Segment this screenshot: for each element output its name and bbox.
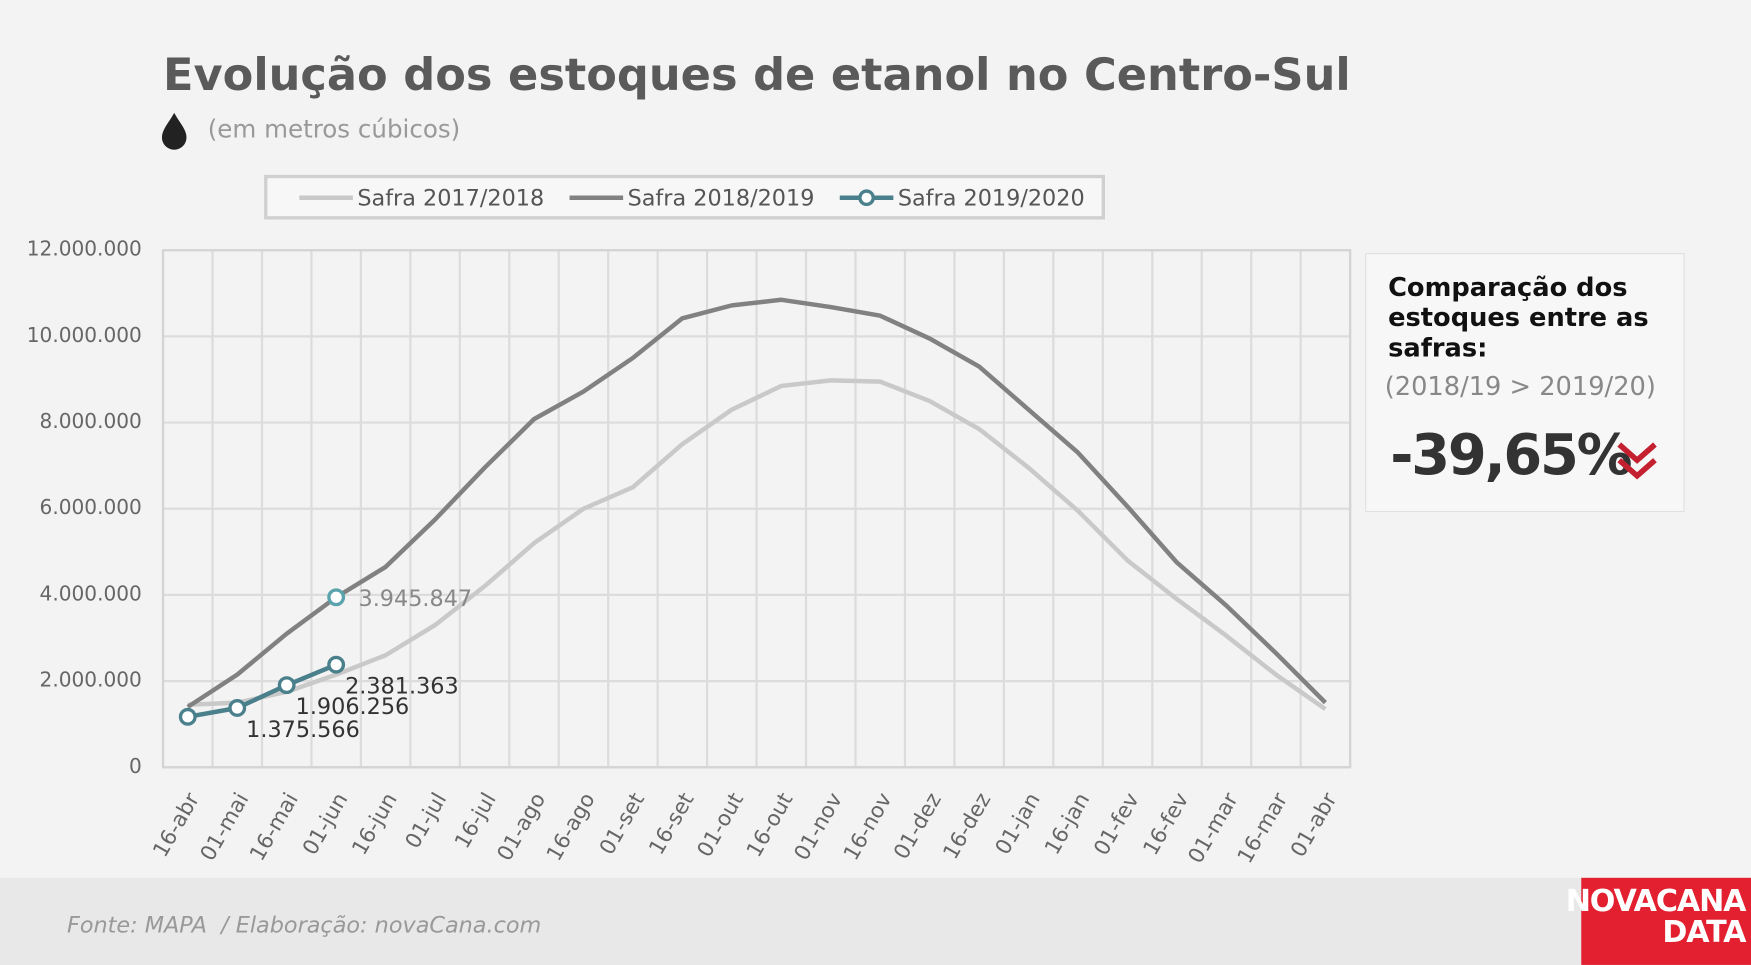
point-marker: [327, 588, 346, 607]
data-label: 2.381.363: [345, 673, 459, 699]
annotation-subtitle: (2018/19 > 2019/20): [1385, 372, 1656, 402]
annotation-title-wrap: Comparação dos estoques entre as safras:: [1388, 273, 1649, 364]
data-label: 1.375.566: [246, 717, 360, 743]
drop-icon: [161, 112, 187, 150]
series-line: [187, 662, 338, 720]
y-tick-label: 4.000.000: [40, 581, 142, 605]
series-line: [187, 378, 1327, 711]
data-label: 1.906.256: [296, 694, 410, 720]
legend-box: [264, 174, 1105, 220]
logo-line: DATA: [1662, 915, 1747, 950]
footer: [0, 877, 1751, 965]
y-tick-label: 10.000.000: [27, 323, 142, 347]
annotation-value: -39,65%: [1390, 423, 1631, 488]
down-arrow: [1617, 442, 1657, 480]
legend-label: Safra 2017/2018: [357, 185, 544, 211]
source: Fonte: MAPA / Elaboração: novaCana.com: [67, 912, 541, 938]
legend-label: Safra 2018/2019: [628, 185, 815, 211]
point-marker: [178, 707, 197, 726]
y-tick-label: 0: [129, 754, 142, 778]
y-tick-label: 6.000.000: [40, 495, 142, 519]
logo-line: NOVACANA: [1566, 884, 1747, 919]
point-marker: [228, 699, 247, 717]
plot-frame: [161, 249, 1352, 769]
point-marker: [327, 655, 346, 674]
legend-marker: [858, 189, 875, 207]
series-line: [186, 297, 1327, 709]
data-label: 3.945.847: [358, 586, 472, 612]
point-marker: [277, 676, 296, 695]
logo-box: [1581, 877, 1751, 965]
annotation-title: Comparação dos estoques entre as safras:: [1388, 273, 1649, 364]
legend-label: Safra 2019/2020: [898, 185, 1085, 211]
chart-title: Evolução dos estoques de etanol no Centr…: [163, 49, 1351, 101]
y-tick-label: 2.000.000: [40, 668, 142, 692]
y-tick-label: 8.000.000: [40, 409, 142, 433]
y-tick-label: 12.000.000: [27, 237, 142, 261]
chart-subtitle: (em metros cúbicos): [208, 115, 461, 144]
